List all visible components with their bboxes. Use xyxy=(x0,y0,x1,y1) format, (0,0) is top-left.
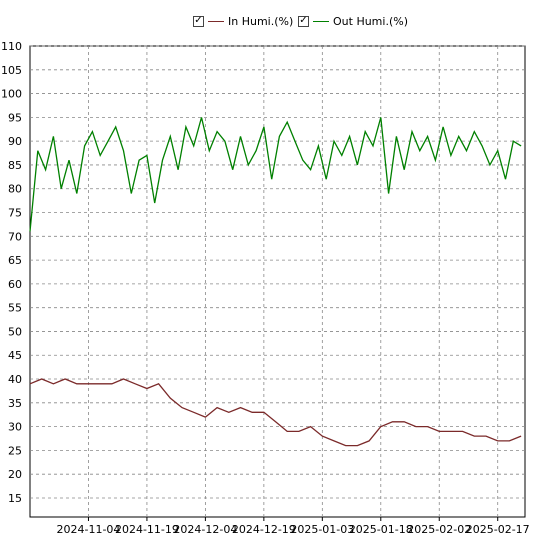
legend-label-out-humi: Out Humi.(%) xyxy=(333,14,408,28)
checkbox-out-humi[interactable]: ✓ xyxy=(298,15,309,27)
y-tick-label: 100 xyxy=(1,88,22,101)
x-tick-label: 2025-01-18 xyxy=(349,523,413,536)
y-tick-label: 65 xyxy=(8,254,22,267)
y-tick-label: 40 xyxy=(8,373,22,386)
x-tick-label: 2024-11-04 xyxy=(56,523,120,536)
x-tick-label: 2024-11-19 xyxy=(115,523,179,536)
x-tick-label: 2024-12-19 xyxy=(232,523,296,536)
y-tick-label: 55 xyxy=(8,302,22,315)
plot-area xyxy=(29,45,526,518)
checkbox-in-humi[interactable]: ✓ xyxy=(193,15,204,27)
legend-item-out-humi[interactable]: ✓ Out Humi.(%) xyxy=(298,12,408,30)
series-line-in-humi xyxy=(29,378,522,447)
checkmark-icon: ✓ xyxy=(299,15,308,26)
y-tick-label: 80 xyxy=(8,183,22,196)
y-tick-label: 110 xyxy=(1,40,22,53)
x-tick-label: 2025-02-17 xyxy=(466,523,530,536)
y-tick-label: 75 xyxy=(8,207,22,220)
y-tick-label: 85 xyxy=(8,159,22,172)
x-tick-label: 2025-02-02 xyxy=(407,523,471,536)
x-tick-label: 2025-01-03 xyxy=(290,523,354,536)
y-tick-label: 50 xyxy=(8,325,22,338)
y-tick-label: 15 xyxy=(8,492,22,505)
y-tick-label: 70 xyxy=(8,230,22,243)
x-tick-label: 2024-12-04 xyxy=(173,523,237,536)
checkmark-icon: ✓ xyxy=(194,15,203,26)
legend-item-in-humi[interactable]: ✓ In Humi.(%) xyxy=(193,12,293,30)
legend-line-out-humi xyxy=(313,20,329,22)
y-tick-label: 20 xyxy=(8,468,22,481)
series-line-out-humi xyxy=(29,117,522,232)
y-tick-label: 105 xyxy=(1,64,22,77)
y-tick-label: 35 xyxy=(8,397,22,410)
y-tick-label: 30 xyxy=(8,421,22,434)
legend: ✓ In Humi.(%) ✓ Out Humi.(%) xyxy=(0,12,534,30)
legend-line-in-humi xyxy=(208,20,224,22)
y-tick-label: 25 xyxy=(8,444,22,457)
legend-label-in-humi: In Humi.(%) xyxy=(228,14,294,28)
y-tick-label: 45 xyxy=(8,349,22,362)
y-tick-label: 95 xyxy=(8,111,22,124)
y-tick-label: 60 xyxy=(8,278,22,291)
y-tick-label: 90 xyxy=(8,135,22,148)
